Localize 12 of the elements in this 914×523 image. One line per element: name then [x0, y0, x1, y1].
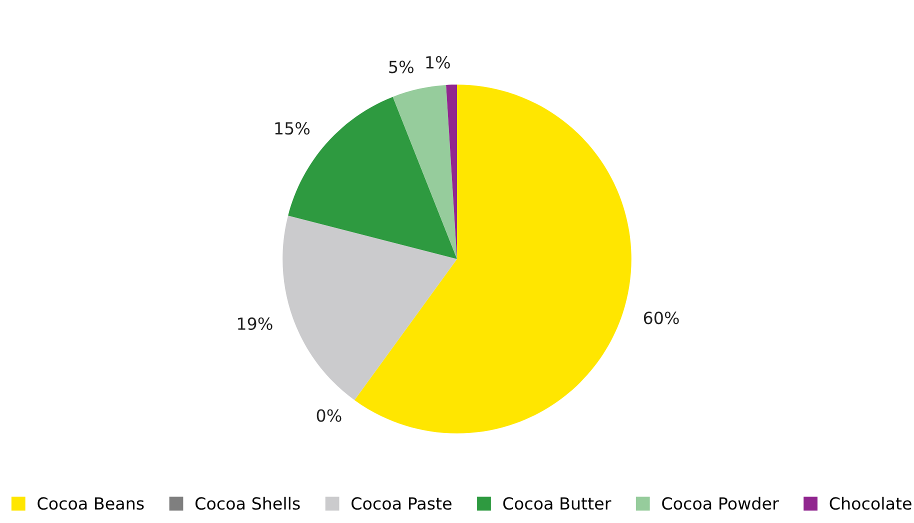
legend-label: Chocolate — [830, 496, 912, 510]
legend-label: Cocoa Powder — [662, 496, 779, 510]
legend-label: Cocoa Paste — [352, 497, 452, 510]
data-label: 1% — [426, 56, 450, 69]
data-label: 19% — [238, 317, 272, 330]
legend-label: Cocoa Shells — [196, 496, 300, 510]
data-label: 15% — [275, 122, 310, 135]
text: 0% — [316, 409, 342, 422]
data-label: 60% — [644, 312, 679, 324]
legend-label: Cocoa Butter — [503, 497, 612, 510]
data-label: 5% — [389, 60, 414, 74]
legend-label: Cocoa Beans — [38, 497, 144, 510]
